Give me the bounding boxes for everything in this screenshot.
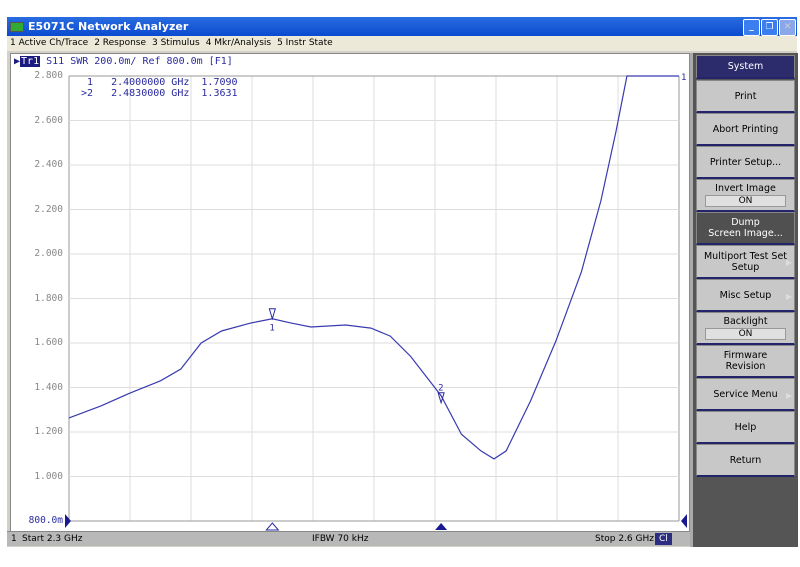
cal-indicator: Cl bbox=[655, 533, 672, 545]
trace-settings: S11 SWR 200.0m/ Ref 800.0m [F1] bbox=[46, 56, 233, 67]
softkey-panel: System Print Abort Printing Printer Setu… bbox=[690, 53, 798, 547]
marker-1-label: 1 bbox=[269, 324, 274, 334]
marker-1-stimulus-icon bbox=[265, 522, 280, 531]
softkey-return[interactable]: Return bbox=[696, 444, 795, 477]
submenu-arrow-icon: ▶ bbox=[785, 258, 792, 268]
start-frequency[interactable]: Start 2.3 GHz bbox=[22, 534, 83, 544]
marker-1-readout: 1 2.4000000 GHz 1.7090 bbox=[81, 77, 238, 88]
y-tick-label: 2.000 bbox=[34, 248, 63, 259]
softkey-label: Backlight bbox=[723, 315, 768, 327]
softkey-label: Service Menu bbox=[713, 388, 778, 400]
menu-mkr-analysis[interactable]: 4 Mkr/Analysis bbox=[205, 38, 272, 48]
y-tick-label: 800.0m bbox=[28, 515, 63, 526]
marker-2-icon bbox=[437, 392, 445, 405]
reference-level-right-icon bbox=[681, 514, 687, 528]
menu-response[interactable]: 2 Response bbox=[94, 38, 146, 48]
y-tick-label: 1.000 bbox=[34, 470, 63, 482]
y-tick-label: 1.400 bbox=[34, 381, 63, 393]
restore-button[interactable]: ❐ bbox=[761, 19, 778, 36]
channel-number: 1 bbox=[11, 534, 17, 544]
chart: 1 2 1 bbox=[65, 73, 687, 531]
y-tick-label: 1.800 bbox=[34, 292, 63, 304]
softkey-label: Help bbox=[734, 421, 757, 433]
softkey-firmware-revision[interactable]: Firmware Revision bbox=[696, 345, 795, 378]
close-button[interactable]: ✕ bbox=[779, 19, 796, 36]
marker-1-icon bbox=[268, 308, 277, 321]
window-title: E5071C Network Analyzer bbox=[28, 20, 189, 33]
softkey-label: Setup bbox=[731, 261, 760, 273]
y-tick-label: 2.600 bbox=[34, 114, 63, 126]
softkey-service-menu[interactable]: Service Menu ▶ bbox=[696, 378, 795, 411]
menu-stimulus[interactable]: 3 Stimulus bbox=[152, 38, 200, 48]
softkey-label: Abort Printing bbox=[712, 123, 779, 135]
softkey-label: Misc Setup bbox=[719, 289, 772, 301]
softkey-label: Printer Setup... bbox=[709, 156, 782, 168]
submenu-arrow-icon: ▶ bbox=[785, 292, 792, 301]
softkey-label: System bbox=[727, 61, 764, 72]
y-tick-label: 2.400 bbox=[34, 159, 63, 170]
softkey-label: Print bbox=[734, 90, 757, 102]
marker-2-readout: >2 2.4830000 GHz 1.3631 bbox=[81, 88, 238, 99]
app-icon bbox=[10, 22, 24, 32]
y-tick-label: 1.200 bbox=[34, 426, 63, 437]
softkey-system[interactable]: System bbox=[696, 55, 795, 79]
trace-s11 bbox=[68, 75, 679, 460]
softkey-label: Revision bbox=[725, 361, 766, 372]
trace-end-label: 1 bbox=[681, 73, 686, 83]
marker-2-label: 2 bbox=[438, 384, 443, 394]
marker-2-stimulus-icon bbox=[435, 523, 448, 530]
trace-label: Tr1 bbox=[20, 56, 41, 67]
softkey-abort-printing[interactable]: Abort Printing bbox=[696, 113, 795, 146]
softkey-label: Return bbox=[729, 454, 762, 466]
y-tick-label: 2.200 bbox=[34, 203, 63, 215]
stop-frequency[interactable]: Stop 2.6 GHz bbox=[595, 534, 654, 544]
invert-image-value: ON bbox=[705, 194, 786, 207]
softkey-label: Dump bbox=[731, 217, 760, 228]
menu-instr-state[interactable]: 5 Instr State bbox=[277, 38, 333, 48]
softkey-help[interactable]: Help bbox=[696, 411, 795, 444]
menu-active-ch-trace[interactable]: 1 Active Ch/Trace bbox=[10, 38, 89, 48]
softkey-label: Multiport Test Set bbox=[703, 250, 788, 262]
softkey-label: Invert Image bbox=[715, 182, 776, 194]
softkey-printer-setup[interactable]: Printer Setup... bbox=[696, 146, 795, 179]
ifbw[interactable]: IFBW 70 kHz bbox=[312, 534, 369, 544]
softkey-print[interactable]: Print bbox=[696, 80, 795, 113]
status-bar: 1 Start 2.3 GHz IFBW 70 kHz Stop 2.6 GHz… bbox=[7, 531, 693, 546]
trace-header[interactable]: ▶Tr1 S11 SWR 200.0m/ Ref 800.0m [F1] bbox=[14, 56, 233, 67]
softkey-multiport-test-set-setup[interactable]: Multiport Test Set Setup ▶ bbox=[696, 245, 795, 279]
softkey-invert-image[interactable]: Invert Image ON bbox=[696, 179, 795, 212]
backlight-value: ON bbox=[705, 327, 786, 340]
softkey-misc-setup[interactable]: Misc Setup ▶ bbox=[696, 279, 795, 312]
analyzer-window: E5071C Network Analyzer _ ❐ ✕ 1 Active C… bbox=[7, 17, 798, 547]
y-tick-label: 2.800 bbox=[34, 70, 63, 81]
minimize-button[interactable]: _ bbox=[743, 19, 760, 36]
softkey-label: Firmware bbox=[723, 350, 768, 361]
reference-level-left-icon bbox=[65, 514, 71, 528]
submenu-arrow-icon: ▶ bbox=[785, 391, 792, 400]
softkey-label: Screen Image... bbox=[708, 228, 783, 239]
title-bar: E5071C Network Analyzer _ ❐ ✕ bbox=[7, 17, 797, 36]
menu-bar: 1 Active Ch/Trace 2 Response 3 Stimulus 4 M… bbox=[7, 36, 797, 51]
y-tick-label: 1.600 bbox=[34, 337, 63, 348]
softkey-dump-screen-image[interactable]: Dump Screen Image... bbox=[696, 212, 795, 245]
softkey-backlight[interactable]: Backlight ON bbox=[696, 312, 795, 345]
